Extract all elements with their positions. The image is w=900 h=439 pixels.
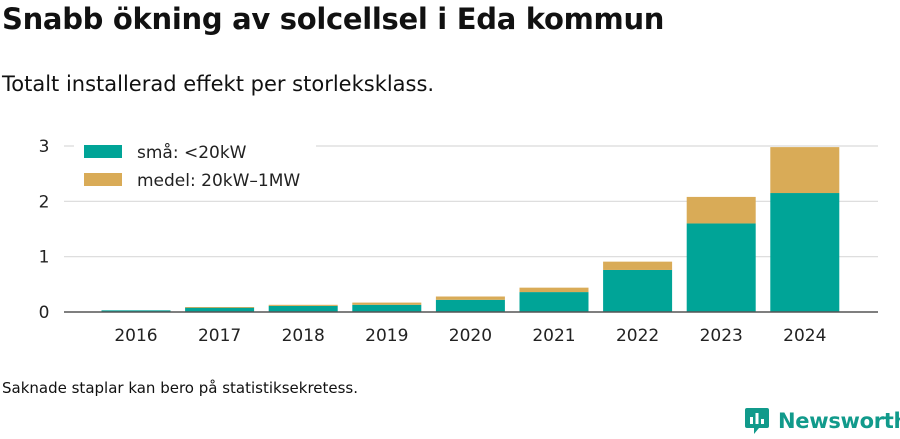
x-tick-label: 2023 xyxy=(700,326,743,346)
bar-2020-medium xyxy=(435,296,505,300)
footnote: Saknade staplar kan bero på statistiksek… xyxy=(2,379,359,397)
x-tick-label: 2019 xyxy=(365,326,408,346)
bar-2018-medium xyxy=(268,304,338,306)
bar-2023-small xyxy=(686,223,756,312)
bar-2022-small xyxy=(603,269,673,312)
legend-label: medel: 20kW–1MW xyxy=(137,171,300,191)
y-tick-label: 3 xyxy=(39,137,50,157)
legend-swatch-small xyxy=(84,145,122,158)
bar-2024-medium xyxy=(770,147,840,194)
chart-bubble-icon xyxy=(745,408,769,434)
bar-2018-small xyxy=(268,305,338,312)
bar-2017-medium xyxy=(185,307,255,308)
bar-2022-medium xyxy=(603,261,673,270)
legend-swatch-medium xyxy=(84,173,122,186)
bar-2024-small xyxy=(770,193,840,312)
bars xyxy=(101,147,840,312)
axes: 0 1 2 3 2016 2017 2018 2019 2020 2021 2022 2023 2024 xyxy=(39,137,878,346)
legend-label: små: <20kW xyxy=(137,142,247,163)
bar-2017-small xyxy=(185,307,255,312)
bar-2023-medium xyxy=(686,196,756,224)
x-tick-label: 2022 xyxy=(616,326,659,346)
x-tick-label: 2018 xyxy=(282,326,325,346)
x-tick-label: 2017 xyxy=(198,326,241,346)
chart-subtitle: Totalt installerad effekt per storlekskl… xyxy=(2,72,435,96)
brand-name: Newsworthy xyxy=(778,409,900,433)
chart-title: Snabb ökning av solcellsel i Eda kommun xyxy=(2,2,665,36)
bar-2016-small xyxy=(101,310,171,312)
x-tick-label: 2020 xyxy=(449,326,492,346)
bar-2019-small xyxy=(352,304,422,312)
stacked-bar-chart: 0 1 2 3 2016 2017 2018 2019 2020 2021 2022 2023 2024… xyxy=(38,130,878,346)
x-tick-label: 2016 xyxy=(114,326,157,346)
y-tick-label: 1 xyxy=(39,248,50,268)
newsworthy-logo[interactable]: Newsworthy xyxy=(744,406,900,436)
bar-2020-small xyxy=(435,299,505,312)
x-tick-label: 2024 xyxy=(783,326,826,346)
bar-2021-small xyxy=(519,292,589,312)
x-tick-label: 2021 xyxy=(532,326,575,346)
bar-2021-medium xyxy=(519,287,589,293)
legend: små: <20kW medel: 20kW–1MW xyxy=(74,130,316,196)
bar-2019-medium xyxy=(352,302,422,305)
y-tick-label: 0 xyxy=(39,303,50,323)
y-tick-label: 2 xyxy=(39,192,50,212)
